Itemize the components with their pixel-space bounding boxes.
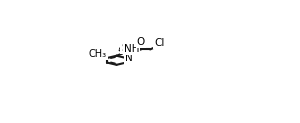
Text: O: O <box>137 38 145 47</box>
Text: S: S <box>122 43 128 53</box>
Text: NH: NH <box>124 44 139 54</box>
Text: N: N <box>125 54 133 63</box>
Text: CH₃: CH₃ <box>89 49 107 59</box>
Text: Cl: Cl <box>154 38 164 48</box>
